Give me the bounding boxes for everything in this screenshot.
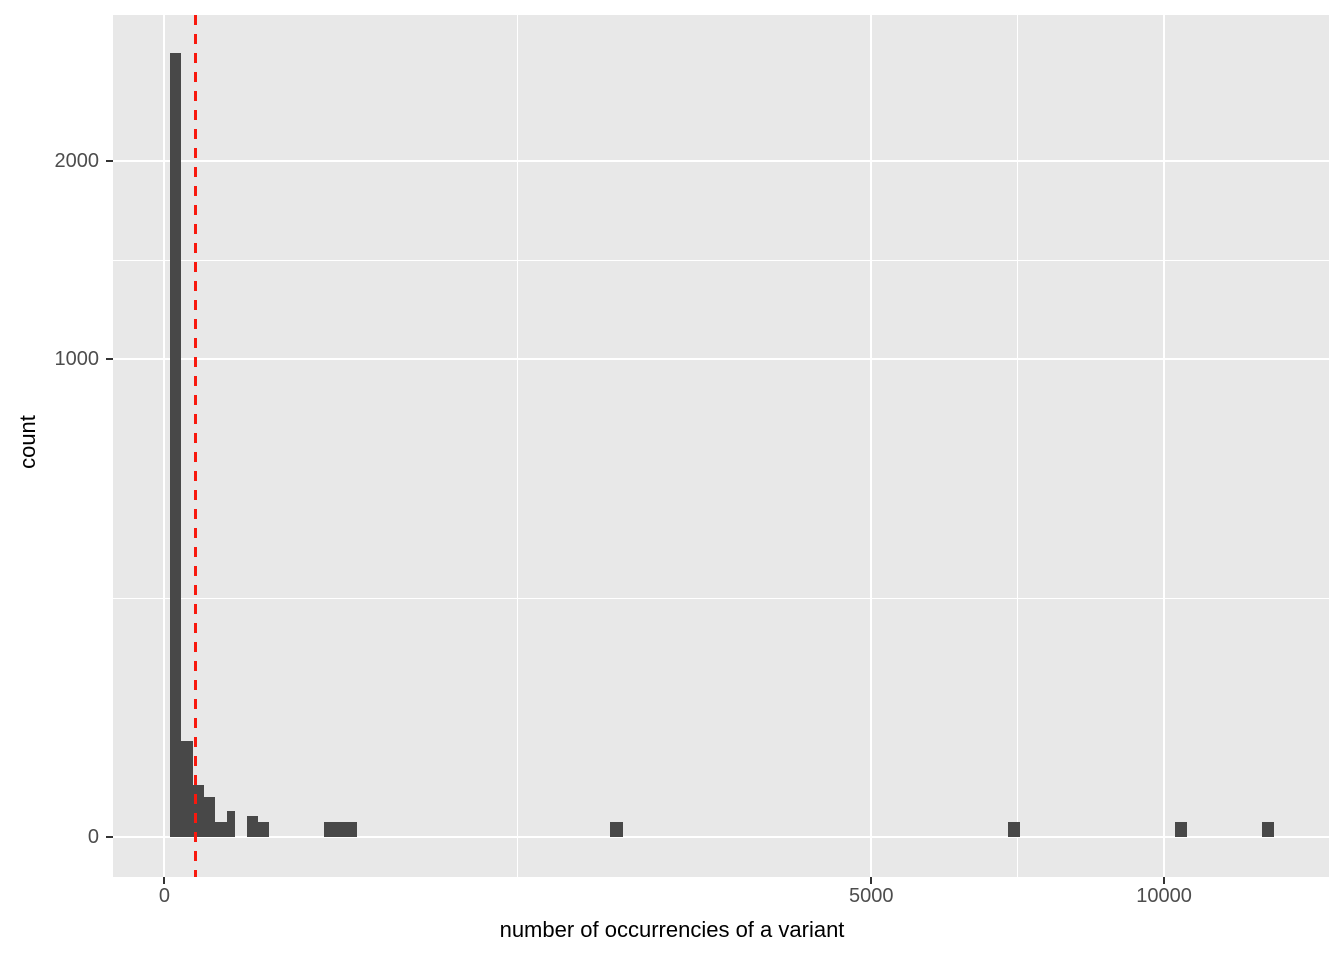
histogram-bar — [215, 821, 227, 837]
y-tick-mark — [106, 358, 113, 361]
x-axis-title: number of occurrencies of a variant — [499, 917, 845, 942]
x-major-gridline — [1163, 15, 1166, 877]
histogram-bar — [247, 815, 259, 837]
y-major-gridline — [113, 835, 1329, 838]
y-minor-gridline — [113, 259, 1329, 261]
histogram-bar — [1175, 821, 1187, 837]
histogram-bar — [324, 821, 358, 837]
x-minor-gridline — [517, 15, 519, 877]
x-minor-gridline — [1017, 15, 1019, 877]
histogram-bar — [169, 53, 182, 837]
y-tick-label: 0 — [87, 825, 99, 848]
y-tick-label: 2000 — [54, 150, 100, 173]
histogram-bar — [1007, 821, 1020, 837]
x-major-gridline — [163, 15, 166, 877]
threshold-vline — [193, 15, 197, 877]
x-major-gridline — [870, 15, 873, 877]
y-tick-label: 1000 — [54, 348, 100, 371]
y-major-gridline — [113, 160, 1329, 163]
plot-panel — [113, 15, 1329, 877]
x-tick-mark — [870, 877, 873, 884]
x-tick-label: 10000 — [1136, 885, 1192, 907]
x-tick-label: 5000 — [849, 885, 894, 907]
histogram-bar — [1261, 821, 1274, 837]
y-major-gridline — [113, 358, 1329, 361]
histogram-bar — [204, 796, 216, 837]
x-tick-label: 0 — [158, 885, 171, 907]
x-tick-mark — [163, 877, 166, 884]
y-minor-gridline — [113, 597, 1329, 599]
histogram-bar — [258, 821, 269, 837]
histogram-bar — [610, 821, 623, 837]
y-tick-mark — [106, 835, 113, 838]
histogram-bar — [192, 784, 205, 837]
y-tick-mark — [106, 160, 113, 163]
histogram-bar — [226, 810, 236, 837]
x-tick-mark — [1163, 877, 1166, 884]
histogram-bar — [181, 741, 193, 837]
y-axis-title: count — [15, 415, 40, 469]
